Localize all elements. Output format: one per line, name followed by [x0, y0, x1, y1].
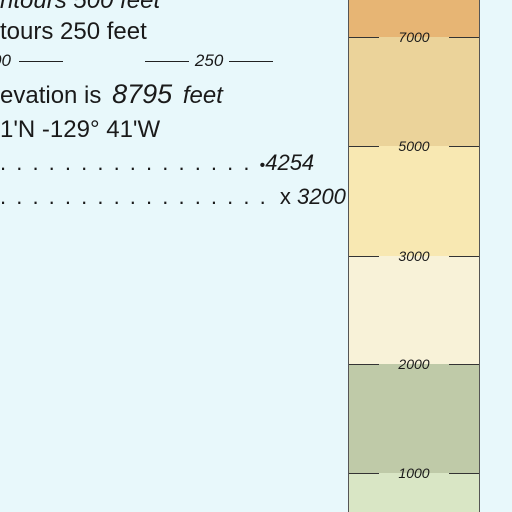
spot-elevation-dot-row: . . . . . . . . . . . . . . . . •4254: [0, 150, 314, 176]
highest-elevation-line: evation is 8795 feet: [0, 81, 223, 109]
contour-sample-line-3: [229, 61, 274, 63]
contour-sample-label-1: 00: [0, 51, 11, 70]
tick-label: 1000: [398, 465, 430, 481]
leader-dots: . . . . . . . . . . . . . . . .: [0, 150, 252, 175]
tick-label: 5000: [398, 138, 430, 154]
contour-sample-line-2: [144, 61, 189, 63]
elevation-color-bar: 7000 5000 3000 2000 1000: [348, 0, 480, 512]
contour-sample-line-1: [18, 61, 63, 63]
tick-label: 2000: [398, 356, 430, 372]
contour-sample-label-2: 250: [194, 51, 224, 70]
coordinates-label: 1'N -129° 41'W: [0, 116, 161, 143]
contour-sample-row: 00 250: [0, 51, 279, 71]
elevation-band-5000: [349, 37, 479, 146]
elevation-band-1000: [349, 364, 479, 473]
elevation-band-3000: [349, 146, 479, 256]
contour-interval-label: ntours 500 feet: [0, 0, 161, 14]
elevation-band-0: [349, 473, 479, 512]
tick-label: 7000: [398, 29, 430, 45]
elevation-prefix: evation is: [0, 82, 102, 109]
spot-elevation-x-row: . . . . . . . . . . . . . . . . . x 3200: [0, 184, 346, 210]
supplementary-contour-label: tours 250 feet: [0, 18, 147, 45]
spot-dot-value: 4254: [265, 150, 315, 175]
elevation-band-7000: [349, 0, 479, 37]
spot-x-symbol: x: [279, 184, 291, 209]
tick-label: 3000: [398, 248, 430, 264]
spot-x-value: 3200: [296, 184, 346, 209]
elevation-value: 8795: [112, 79, 173, 109]
spot-dot-symbol: •: [259, 157, 266, 174]
elevation-unit: feet: [182, 82, 223, 109]
leader-dots: . . . . . . . . . . . . . . . . .: [0, 184, 268, 209]
elevation-band-2000: [349, 256, 479, 364]
